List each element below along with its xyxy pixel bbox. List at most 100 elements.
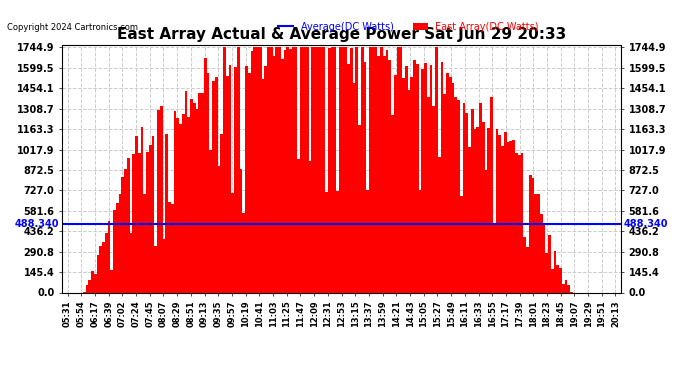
Bar <box>391 115 394 292</box>
Bar <box>311 48 314 292</box>
Bar <box>438 156 441 292</box>
Bar <box>408 90 411 292</box>
Bar <box>267 48 270 292</box>
Bar <box>206 73 209 292</box>
Bar <box>369 48 372 292</box>
Bar <box>487 128 490 292</box>
Bar <box>177 117 179 292</box>
Bar <box>457 100 460 292</box>
Bar <box>259 48 262 292</box>
Bar <box>306 48 308 292</box>
Text: 488.340: 488.340 <box>15 219 59 229</box>
Bar <box>361 48 364 292</box>
Legend: Average(DC Watts), East Array(DC Watts): Average(DC Watts), East Array(DC Watts) <box>275 18 543 36</box>
Bar <box>256 48 259 292</box>
Bar <box>281 58 284 292</box>
Bar <box>446 73 449 292</box>
Bar <box>413 60 416 292</box>
Bar <box>520 153 523 292</box>
Bar <box>501 146 504 292</box>
Bar <box>509 141 512 292</box>
Bar <box>157 110 160 292</box>
Bar <box>275 48 278 292</box>
Bar <box>542 225 545 292</box>
Bar <box>146 152 149 292</box>
Bar <box>91 272 94 292</box>
Bar <box>471 110 474 292</box>
Bar <box>548 235 551 292</box>
Bar <box>474 129 477 292</box>
Bar <box>529 174 531 292</box>
Bar <box>231 194 234 292</box>
Bar <box>493 225 495 292</box>
Bar <box>135 136 138 292</box>
Bar <box>559 268 562 292</box>
Bar <box>300 48 303 292</box>
Bar <box>289 50 292 292</box>
Bar <box>119 194 121 292</box>
Bar <box>237 48 239 292</box>
Bar <box>498 135 501 292</box>
Bar <box>163 238 166 292</box>
Bar <box>193 104 196 292</box>
Bar <box>149 145 152 292</box>
Bar <box>220 134 223 292</box>
Bar <box>350 48 353 292</box>
Bar <box>284 50 286 292</box>
Bar <box>217 166 220 292</box>
Bar <box>188 117 190 292</box>
Bar <box>196 110 199 292</box>
Bar <box>144 195 146 292</box>
Bar <box>322 48 325 292</box>
Bar <box>388 60 391 292</box>
Bar <box>562 285 564 292</box>
Bar <box>506 142 509 292</box>
Bar <box>152 136 155 292</box>
Bar <box>430 65 433 292</box>
Bar <box>433 106 435 292</box>
Bar <box>130 233 132 292</box>
Bar <box>99 246 102 292</box>
Bar <box>512 140 515 292</box>
Bar <box>463 103 466 292</box>
Bar <box>234 68 237 292</box>
Bar <box>97 255 99 292</box>
Bar <box>537 194 540 292</box>
Bar <box>375 48 377 292</box>
Bar <box>88 280 91 292</box>
Bar <box>441 62 444 292</box>
Bar <box>182 114 185 292</box>
Bar <box>482 122 484 292</box>
Bar <box>185 91 188 292</box>
Bar <box>108 221 110 292</box>
Bar <box>204 57 206 292</box>
Bar <box>94 274 97 292</box>
Bar <box>427 97 430 292</box>
Bar <box>402 78 405 292</box>
Bar <box>377 56 380 292</box>
Bar <box>344 48 347 292</box>
Bar <box>110 270 113 292</box>
Bar <box>551 269 553 292</box>
Bar <box>292 48 295 292</box>
Bar <box>228 65 231 292</box>
Bar <box>127 158 130 292</box>
Bar <box>190 99 193 292</box>
Bar <box>567 285 570 292</box>
Bar <box>394 75 397 292</box>
Bar <box>179 124 182 292</box>
Bar <box>504 132 506 292</box>
Bar <box>303 48 306 292</box>
Bar <box>540 214 542 292</box>
Bar <box>353 83 355 292</box>
Bar <box>364 62 366 292</box>
Bar <box>386 51 388 292</box>
Bar <box>477 127 480 292</box>
Bar <box>273 57 275 292</box>
Bar <box>166 134 168 292</box>
Bar <box>358 125 361 292</box>
Bar <box>325 192 328 292</box>
Bar <box>411 77 413 292</box>
Bar <box>262 79 264 292</box>
Bar <box>297 159 300 292</box>
